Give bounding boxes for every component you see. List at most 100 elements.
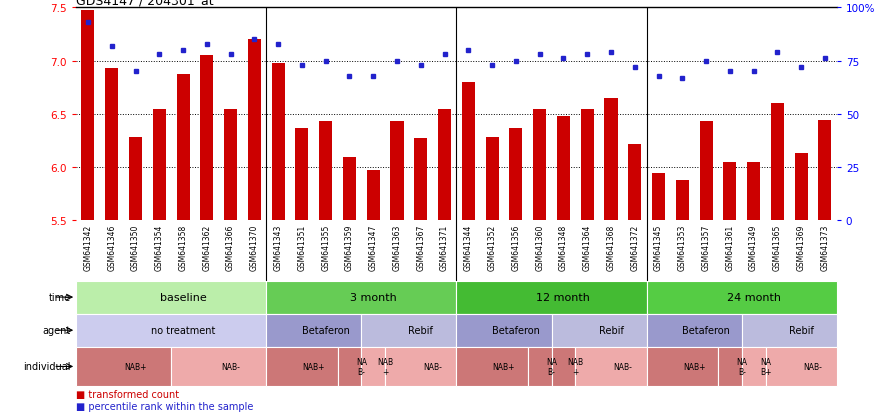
Text: GSM641363: GSM641363 xyxy=(392,224,401,270)
Text: agent: agent xyxy=(42,325,71,335)
Bar xyxy=(200,56,213,221)
Text: GSM641354: GSM641354 xyxy=(155,224,164,270)
Bar xyxy=(533,109,545,221)
Text: GSM641373: GSM641373 xyxy=(820,224,829,270)
Text: time: time xyxy=(48,292,71,302)
Bar xyxy=(224,109,237,221)
Bar xyxy=(176,75,190,221)
Bar xyxy=(129,138,142,221)
Text: GSM641350: GSM641350 xyxy=(131,224,139,270)
Text: Rebif: Rebif xyxy=(408,325,433,335)
Text: GSM641349: GSM641349 xyxy=(748,224,757,270)
Bar xyxy=(76,314,266,347)
Bar xyxy=(361,314,456,347)
Bar xyxy=(651,173,664,221)
Text: Betaferon: Betaferon xyxy=(492,325,539,335)
Text: NAB-: NAB- xyxy=(612,362,631,371)
Bar xyxy=(153,109,165,221)
Text: GSM641360: GSM641360 xyxy=(535,224,544,270)
Text: baseline: baseline xyxy=(159,292,207,302)
Bar xyxy=(76,347,171,386)
Text: NAB
+: NAB + xyxy=(376,357,392,376)
Text: no treatment: no treatment xyxy=(151,325,215,335)
Bar xyxy=(485,138,498,221)
Bar xyxy=(361,347,384,386)
Text: GSM641345: GSM641345 xyxy=(654,224,662,270)
Bar xyxy=(81,12,95,221)
Text: NAB-: NAB- xyxy=(803,362,822,371)
Bar xyxy=(764,347,836,386)
Bar xyxy=(645,347,717,386)
Bar xyxy=(575,347,645,386)
Text: GSM641370: GSM641370 xyxy=(249,224,258,270)
Bar xyxy=(551,314,645,347)
Text: ■ transformed count: ■ transformed count xyxy=(76,389,179,399)
Text: Rebif: Rebif xyxy=(788,325,813,335)
Bar xyxy=(342,157,356,221)
Text: NA
B-: NA B- xyxy=(545,357,556,376)
Text: 3 month: 3 month xyxy=(350,292,396,302)
Bar xyxy=(770,104,783,221)
Text: NAB-: NAB- xyxy=(423,362,442,371)
Text: GSM641368: GSM641368 xyxy=(606,224,615,270)
Text: GSM641358: GSM641358 xyxy=(179,224,188,270)
Bar xyxy=(603,99,617,221)
Text: NA
B+: NA B+ xyxy=(759,357,771,376)
Bar xyxy=(645,281,836,314)
Text: 24 month: 24 month xyxy=(726,292,780,302)
Bar xyxy=(456,347,527,386)
Bar xyxy=(699,122,712,221)
Bar xyxy=(105,69,118,221)
Text: GSM641343: GSM641343 xyxy=(274,224,283,270)
Text: Betaferon: Betaferon xyxy=(681,325,730,335)
Bar xyxy=(717,347,741,386)
Bar xyxy=(456,281,645,314)
Text: GSM641364: GSM641364 xyxy=(582,224,591,270)
Bar xyxy=(556,117,569,221)
Text: GDS4147 / 204301_at: GDS4147 / 204301_at xyxy=(76,0,214,7)
Bar xyxy=(527,347,551,386)
Text: GSM641355: GSM641355 xyxy=(321,224,330,270)
Text: NAB+: NAB+ xyxy=(302,362,325,371)
Text: GSM641362: GSM641362 xyxy=(202,224,211,270)
Bar xyxy=(437,109,451,221)
Bar xyxy=(722,162,736,221)
Bar xyxy=(248,40,261,221)
Text: GSM641344: GSM641344 xyxy=(463,224,472,270)
Text: NAB+: NAB+ xyxy=(493,362,515,371)
Text: GSM641371: GSM641371 xyxy=(440,224,449,270)
Text: NAB+: NAB+ xyxy=(682,362,704,371)
Bar xyxy=(171,347,266,386)
Text: individual: individual xyxy=(23,361,71,372)
Bar xyxy=(580,109,593,221)
Text: NA
B-: NA B- xyxy=(736,357,746,376)
Text: 12 month: 12 month xyxy=(536,292,590,302)
Text: NA
B-: NA B- xyxy=(356,357,367,376)
Text: GSM641352: GSM641352 xyxy=(487,224,496,270)
Bar xyxy=(271,64,284,221)
Bar xyxy=(384,347,456,386)
Text: GSM641351: GSM641351 xyxy=(297,224,306,270)
Text: GSM641348: GSM641348 xyxy=(559,224,568,270)
Text: ■ percentile rank within the sample: ■ percentile rank within the sample xyxy=(76,401,253,411)
Bar xyxy=(551,347,575,386)
Text: GSM641367: GSM641367 xyxy=(416,224,425,270)
Text: NAB
+: NAB + xyxy=(567,357,583,376)
Text: GSM641356: GSM641356 xyxy=(510,224,519,270)
Bar xyxy=(266,281,456,314)
Bar xyxy=(319,122,332,221)
Text: GSM641357: GSM641357 xyxy=(701,224,710,270)
Bar xyxy=(645,314,741,347)
Bar xyxy=(414,139,426,221)
Bar xyxy=(456,314,551,347)
Bar xyxy=(266,314,361,347)
Text: GSM641346: GSM641346 xyxy=(107,224,116,270)
Bar xyxy=(817,121,831,221)
Bar xyxy=(461,83,475,221)
Bar xyxy=(509,128,522,221)
Text: GSM641372: GSM641372 xyxy=(629,224,638,270)
Text: Rebif: Rebif xyxy=(598,325,623,335)
Text: GSM641365: GSM641365 xyxy=(772,224,781,270)
Bar xyxy=(628,145,641,221)
Bar xyxy=(794,154,806,221)
